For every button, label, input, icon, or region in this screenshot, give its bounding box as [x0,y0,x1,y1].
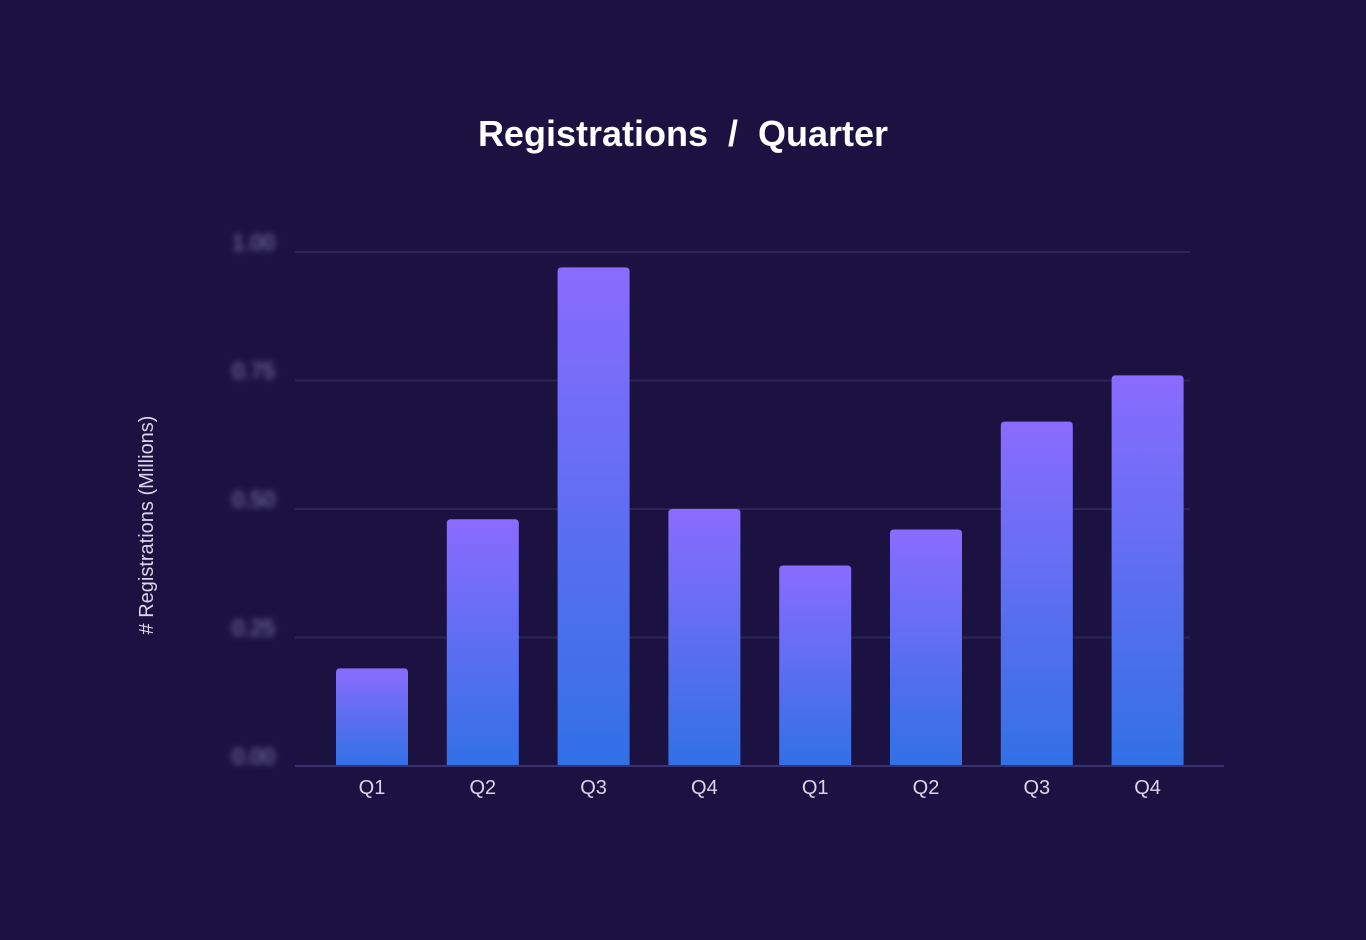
bar-6 [890,529,962,766]
y-axis-label: # Registrations (Millions) [136,416,158,635]
x-tick-label: Q2 [469,777,496,799]
bar-4 [668,509,741,766]
bar-1 [336,668,408,766]
chart-title: Registrations / Quarter [478,113,888,154]
y-tick-label: 0.00 [232,744,275,769]
x-tick-label: Q3 [580,777,607,799]
x-tick-labels: Q1 Q2 Q3 Q4 Q1 Q2 Q3 Q4 [359,777,1161,799]
y-tick-labels: 0.00 0.25 0.50 0.75 1.00 [232,230,275,769]
bar-7 [1000,421,1073,766]
bar-2 [446,519,519,766]
y-tick-label: 0.75 [232,359,275,384]
x-tick-label: Q1 [802,777,829,799]
y-tick-label: 0.50 [232,487,275,512]
x-tick-label: Q1 [359,777,386,799]
bar-3 [557,267,630,766]
x-tick-label: Q2 [913,777,940,799]
x-tick-label: Q3 [1023,777,1050,799]
bar-8 [1111,375,1184,766]
bars [336,267,1184,766]
y-tick-label: 1.00 [232,230,275,255]
x-tick-label: Q4 [691,777,718,799]
bar-5 [779,565,852,766]
y-tick-label: 0.25 [232,616,275,641]
x-tick-label: Q4 [1134,777,1161,799]
